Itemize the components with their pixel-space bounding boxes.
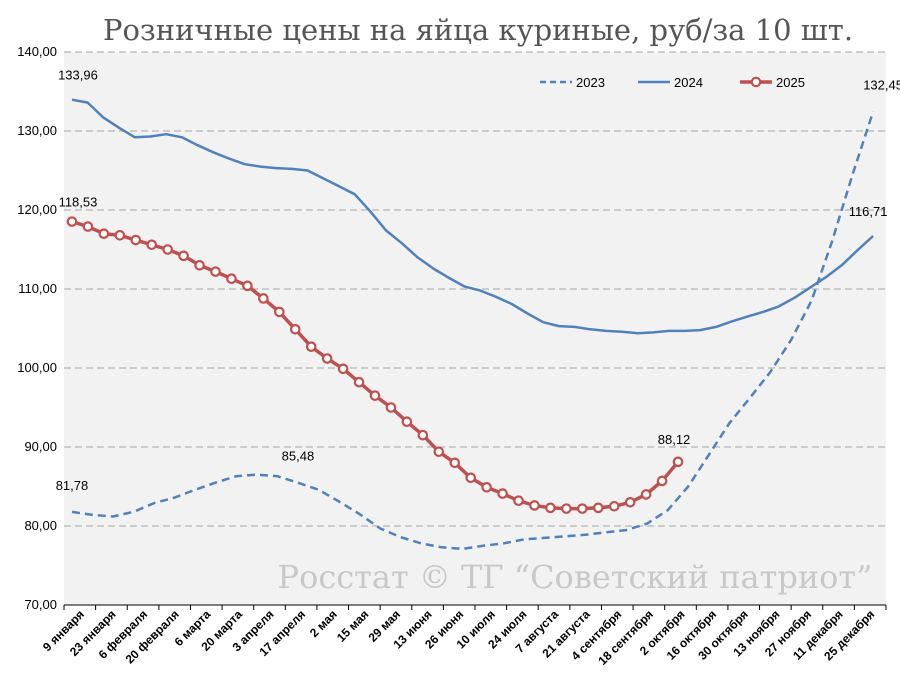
data-label: 88,12 [658,432,691,447]
watermark: Росстат © ТГ “Советский патриот” [278,558,873,596]
data-point-2025 [289,323,301,335]
data-labels: 81,78 85,48 132,45 133,96 116,71 118,53 88,12 [56,68,900,493]
data-point-2025 [529,500,540,511]
y-tick-label: 110,00 [18,281,57,296]
y-tick-label: 120,00 [17,202,57,217]
series-line-2023 [71,111,875,551]
data-point-2025 [497,488,508,499]
y-tick-label: 80,00 [24,518,57,533]
grid-lines [64,51,886,527]
data-point-2025 [465,472,476,484]
data-point-2025 [226,273,237,285]
series-line-2024 [71,98,874,335]
data-point-2025 [608,500,620,512]
data-point-2025 [513,495,524,507]
y-tick-label: 90,00 [24,439,57,454]
data-label: 81,78 [56,478,89,493]
data-point-2025 [577,503,588,514]
data-point-2025 [274,306,285,318]
data-point-2025 [656,475,668,487]
data-point-2025 [178,250,189,262]
legend-marker [750,76,762,88]
data-point-2025 [258,293,269,304]
data-point-2025 [369,390,381,401]
data-point-2025 [321,353,333,364]
legend-item-2025: 2025 [740,75,805,90]
data-label: 132,45 [863,78,900,93]
data-label: 85,48 [282,449,315,464]
data-point-2025 [353,376,365,388]
data-point-2025 [305,341,317,352]
y-tick-label: 100,00 [17,360,57,375]
series-2024 [71,98,874,335]
data-point-2025 [481,481,492,493]
data-point-2025 [82,221,94,232]
data-point-2025 [561,503,572,514]
data-point-2025 [401,416,413,428]
series-2023 [71,111,875,551]
data-point-2025 [385,402,397,413]
legend-label: 2025 [776,75,805,90]
data-point-2025 [672,456,684,468]
data-point-2025 [146,239,158,251]
legend-item-2023: 2023 [540,75,605,90]
data-point-2025 [162,244,173,255]
y-axis: 70,00 80,00 90,00 100,00 110,00 120,00 130,00 1… [17,44,57,612]
data-point-2025 [210,266,221,277]
legend-label: 2023 [576,75,605,90]
data-point-2025 [449,457,461,469]
data-label: 116,71 [849,204,888,219]
data-point-2025 [98,228,110,239]
y-tick-label: 140,00 [17,44,57,59]
data-label: 133,96 [58,68,98,83]
data-point-2025 [114,229,126,241]
data-point-2025 [130,234,142,246]
x-tick-label: 15 мая [334,607,372,645]
legend-item-2024: 2024 [638,75,703,90]
legend: 2023 2024 2025 [540,75,805,90]
y-tick-label: 130,00 [17,123,57,138]
series-layer [66,98,875,551]
legend-label: 2024 [674,75,703,90]
data-point-2025 [433,446,445,458]
data-point-2025 [624,496,636,508]
data-point-2025 [592,502,604,514]
data-point-2025 [640,489,652,500]
series-2025 [66,216,684,514]
chart-title: Розничные цены на яйца куриные, руб/за 1… [103,13,853,47]
data-point-2025 [545,502,556,514]
data-point-2025 [337,363,349,375]
data-point-2025 [66,216,78,227]
data-label: 118,53 [59,195,98,210]
y-tick-label: 70,00 [24,597,57,612]
data-point-2025 [417,429,429,441]
plot-area [64,52,886,605]
data-point-2025 [194,259,205,271]
data-point-2025 [242,280,253,292]
